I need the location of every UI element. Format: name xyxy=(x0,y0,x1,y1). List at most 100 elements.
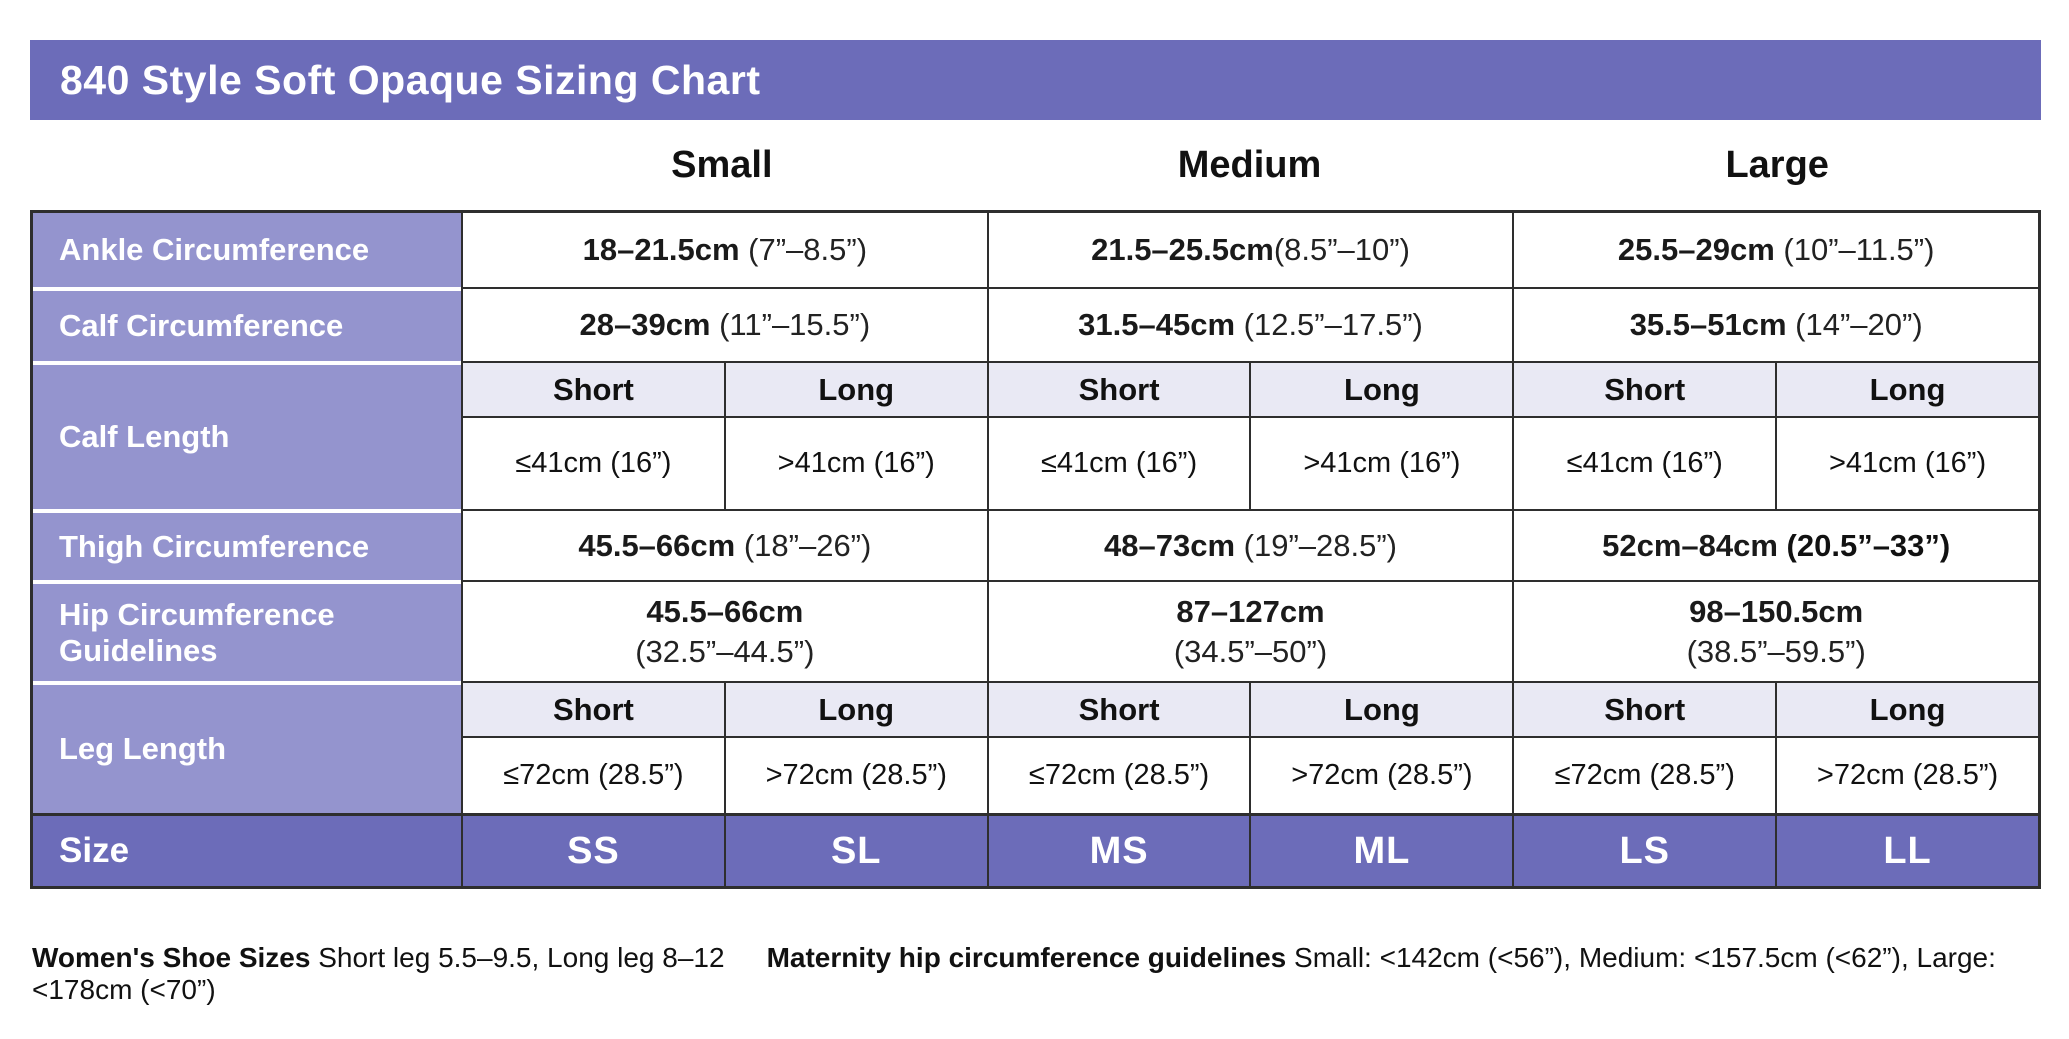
subheader-long: Long xyxy=(723,681,987,736)
leg-length-value: >72cm (28.5”) xyxy=(1775,736,2038,813)
value-cm: 31.5–45cm xyxy=(1078,307,1236,342)
value-inches: (32.5”–44.5”) xyxy=(635,633,815,669)
footer-note: Women's Shoe Sizes Short leg 5.5–9.5, Lo… xyxy=(32,942,2042,1006)
subheader-short: Short xyxy=(1512,681,1776,736)
page-title: 840 Style Soft Opaque Sizing Chart xyxy=(60,56,761,103)
row-label-size: Size xyxy=(33,813,461,886)
leg-length-values: ≤72cm (28.5”) >72cm (28.5”) ≤72cm (28.5”… xyxy=(461,736,2038,813)
value-cm: 45.5–66cm xyxy=(646,593,804,629)
value-cm: 52cm–84cm xyxy=(1602,527,1778,563)
leg-length-value: ≤72cm (28.5”) xyxy=(1512,736,1776,813)
value-cm: 48–73cm xyxy=(1104,527,1236,563)
calf-length-value: >41cm (16”) xyxy=(1775,416,2038,509)
row-thigh-circumference: Thigh Circumference 45.5–66cm (18”–26”) … xyxy=(33,509,2039,580)
subheader-short: Short xyxy=(461,681,724,736)
value-inches: (38.5”–59.5”) xyxy=(1686,633,1866,669)
hip-small-value: 45.5–66cm (32.5”–44.5”) xyxy=(461,580,987,681)
value-inches: (12.5”–17.5”) xyxy=(1235,307,1423,342)
leg-length-subheaders: Short Long Short Long Short Long xyxy=(461,681,2038,736)
subheader-short: Short xyxy=(986,681,1250,736)
value-cm: 21.5–25.5cm xyxy=(1091,232,1274,267)
maternity-label: Maternity hip circumference guidelines xyxy=(766,942,1287,973)
value-inches: (11”–15.5”) xyxy=(710,307,871,342)
row-ankle-circumference: Ankle Circumference 18–21.5cm (7”–8.5”) … xyxy=(33,213,2039,287)
shoe-sizes-label: Women's Shoe Sizes xyxy=(32,942,311,973)
calf-length-value: ≤41cm (16”) xyxy=(986,416,1250,509)
calf-circ-medium-value: 31.5–45cm (12.5”–17.5”) xyxy=(986,287,1513,361)
row-calf-circumference: Calf Circumference 28–39cm (11”–15.5”) 3… xyxy=(33,287,2039,361)
value-inches: (20.5”–33”) xyxy=(1777,527,1951,563)
size-header-row: Small Medium Large xyxy=(30,120,2041,210)
leg-length-value: ≤72cm (28.5”) xyxy=(986,736,1250,813)
value-inches: (34.5”–50”) xyxy=(1173,633,1328,669)
row-label-ankle: Ankle Circumference xyxy=(33,213,461,287)
row-size: Size SS SL MS ML LS LL xyxy=(33,813,2038,886)
title-bar: 840 Style Soft Opaque Sizing Chart xyxy=(30,40,2041,120)
calf-length-values: ≤41cm (16”) >41cm (16”) ≤41cm (16”) >41c… xyxy=(461,416,2038,509)
row-label-calf-circumference: Calf Circumference xyxy=(33,287,461,361)
calf-length-value: >41cm (16”) xyxy=(723,416,987,509)
ankle-large-value: 25.5–29cm (10”–11.5”) xyxy=(1512,213,2039,287)
leg-length-value: >72cm (28.5”) xyxy=(723,736,987,813)
row-label-hip: Hip Circumference Guidelines xyxy=(33,580,461,681)
header-spacer xyxy=(30,120,458,210)
value-inches: (8.5”–10”) xyxy=(1273,232,1410,267)
thigh-medium-value: 48–73cm (19”–28.5”) xyxy=(986,509,1513,580)
subheader-long: Long xyxy=(723,361,987,416)
ankle-medium-value: 21.5–25.5cm(8.5”–10”) xyxy=(986,213,1513,287)
value-cm: 28–39cm xyxy=(579,307,711,342)
row-label-calf-length: Calf Length xyxy=(33,361,461,509)
subheader-short: Short xyxy=(1512,361,1776,416)
leg-length-value: ≤72cm (28.5”) xyxy=(461,736,724,813)
value-cm: 45.5–66cm xyxy=(578,527,736,563)
value-cm: 25.5–29cm xyxy=(1617,232,1775,267)
value-inches: (10”–11.5”) xyxy=(1774,232,1935,267)
subheader-short: Short xyxy=(461,361,724,416)
ankle-small-value: 18–21.5cm (7”–8.5”) xyxy=(461,213,987,287)
subheader-long: Long xyxy=(1249,681,1513,736)
value-cm: 98–150.5cm xyxy=(1689,593,1864,629)
size-code-sl: SL xyxy=(723,813,987,886)
value-inches: (19”–28.5”) xyxy=(1235,527,1397,563)
subheader-short: Short xyxy=(986,361,1250,416)
leg-length-columns: Short Long Short Long Short Long ≤72cm (… xyxy=(461,681,2038,813)
calf-circ-small-value: 28–39cm (11”–15.5”) xyxy=(461,287,987,361)
size-code-ll: LL xyxy=(1775,813,2038,886)
maternity-text: Small: <142cm (<56”), Medium: <157.5cm (… xyxy=(32,942,1996,1005)
calf-circ-large-value: 35.5–51cm (14”–20”) xyxy=(1512,287,2039,361)
calf-length-value: >41cm (16”) xyxy=(1249,416,1513,509)
subheader-long: Long xyxy=(1775,681,2038,736)
row-label-thigh: Thigh Circumference xyxy=(33,509,461,580)
value-inches: (14”–20”) xyxy=(1786,307,1923,342)
value-cm: 18–21.5cm xyxy=(582,232,740,267)
size-code-ls: LS xyxy=(1512,813,1776,886)
row-calf-length: Calf Length Short Long Short Long Short … xyxy=(33,361,2038,509)
size-header-medium: Medium xyxy=(1177,143,1322,186)
row-hip-circumference: Hip Circumference Guidelines 45.5–66cm (3… xyxy=(33,580,2039,681)
size-code-ss: SS xyxy=(461,813,724,886)
calf-length-value: ≤41cm (16”) xyxy=(461,416,724,509)
calf-length-subheaders: Short Long Short Long Short Long xyxy=(461,361,2038,416)
value-cm: 87–127cm xyxy=(1176,593,1325,629)
leg-length-value: >72cm (28.5”) xyxy=(1249,736,1513,813)
size-header-small: Small xyxy=(671,143,773,186)
row-leg-length: Leg Length Short Long Short Long Short L… xyxy=(33,681,2038,813)
subheader-long: Long xyxy=(1775,361,2038,416)
thigh-small-value: 45.5–66cm (18”–26”) xyxy=(461,509,987,580)
row-label-leg-length: Leg Length xyxy=(33,681,461,813)
hip-large-value: 98–150.5cm (38.5”–59.5”) xyxy=(1512,580,2039,681)
value-inches: (18”–26”) xyxy=(735,527,872,563)
value-inches: (7”–8.5”) xyxy=(739,232,868,267)
value-cm: 35.5–51cm xyxy=(1629,307,1787,342)
size-header-large: Large xyxy=(1725,143,1829,186)
subheader-long: Long xyxy=(1249,361,1513,416)
calf-length-columns: Short Long Short Long Short Long ≤41cm (… xyxy=(461,361,2038,509)
sizing-table: Ankle Circumference 18–21.5cm (7”–8.5”) … xyxy=(30,210,2041,889)
shoe-sizes-text: Short leg 5.5–9.5, Long leg 8–12 xyxy=(310,942,725,973)
size-code-ml: ML xyxy=(1249,813,1513,886)
size-code-ms: MS xyxy=(986,813,1250,886)
calf-length-value: ≤41cm (16”) xyxy=(1512,416,1776,509)
hip-medium-value: 87–127cm (34.5”–50”) xyxy=(986,580,1513,681)
thigh-large-value: 52cm–84cm (20.5”–33”) xyxy=(1512,509,2039,580)
